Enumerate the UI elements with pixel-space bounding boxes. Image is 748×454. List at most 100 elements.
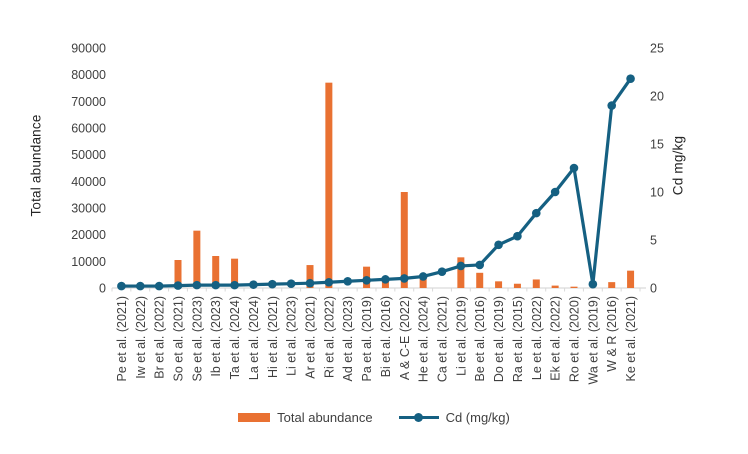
line-point-cd[interactable] — [324, 277, 334, 287]
right-axis-tick-label: 15 — [650, 138, 664, 152]
x-axis-category-label: Ke et al. (2021) — [624, 296, 638, 381]
x-axis-category-label: Ca et al. (2021) — [436, 296, 450, 382]
line-point-cd[interactable] — [362, 276, 371, 285]
line-point-cd[interactable] — [249, 280, 258, 289]
line-point-cd[interactable] — [494, 240, 503, 250]
line-point-cd[interactable] — [381, 275, 390, 284]
bar-total-abundance[interactable] — [476, 272, 484, 288]
x-axis-category-label: Li et al. (2023) — [285, 296, 299, 376]
x-axis-category-label: Li et al. (2019) — [454, 296, 468, 376]
bar-total-abundance[interactable] — [457, 257, 465, 288]
left-axis-tick-label: 90000 — [71, 42, 106, 56]
right-axis-tick-label: 0 — [650, 282, 657, 296]
line-point-cd[interactable] — [588, 279, 598, 289]
x-axis-category-label: Ro et al. (2020) — [568, 296, 582, 382]
left-axis-tick-label: 20000 — [71, 228, 106, 242]
x-axis-category-label: Ra et al. (2015) — [511, 296, 525, 382]
line-point-cd[interactable] — [230, 280, 239, 290]
line-point-cd[interactable] — [135, 281, 145, 291]
x-axis-category-label: Se et al. (2023) — [190, 296, 204, 381]
right-axis-tick-label: 10 — [650, 186, 664, 200]
right-axis-tick-label: 20 — [650, 90, 664, 104]
line-point-cd[interactable] — [173, 281, 183, 290]
line-point-cd[interactable] — [418, 272, 428, 281]
bar-total-abundance[interactable] — [174, 260, 182, 288]
x-axis-category-label: Ar et al. (2021) — [304, 296, 318, 379]
legend-line-label: Cd (mg/kg) — [445, 410, 510, 425]
x-axis-category-label: He et al. (2024) — [417, 296, 431, 382]
line-point-cd[interactable] — [531, 208, 541, 218]
bar-total-abundance[interactable] — [551, 285, 559, 288]
x-axis-category-label: W & R (2016) — [605, 296, 619, 372]
line-point-cd[interactable] — [211, 280, 221, 290]
x-axis-category-label: A & C-E (2022) — [398, 296, 412, 380]
line-point-cd[interactable] — [626, 74, 635, 84]
right-axis-tick-label: 5 — [650, 234, 657, 248]
bar-total-abundance[interactable] — [570, 286, 578, 288]
line-point-cd[interactable] — [154, 281, 164, 291]
x-axis-category-label: Pe et al. (2021) — [115, 296, 129, 381]
line-point-cd[interactable] — [399, 274, 409, 283]
line-point-cd[interactable] — [286, 279, 296, 288]
bar-total-abundance[interactable] — [381, 281, 389, 288]
bar-total-abundance[interactable] — [627, 270, 635, 288]
x-axis-category-label: Iw et al. (2022) — [134, 296, 148, 379]
bar-total-abundance[interactable] — [325, 82, 333, 289]
legend-item-cd[interactable]: Cd (mg/kg) — [398, 410, 510, 425]
line-series-swatch-icon — [398, 413, 439, 422]
chart-legend: Total abundance Cd (mg/kg) — [0, 410, 748, 425]
left-axis-tick-label: 10000 — [71, 255, 106, 269]
line-point-cd[interactable] — [475, 260, 485, 270]
left-axis-title: Total abundance — [28, 114, 44, 217]
x-axis-category-label: Ib et al. (2023) — [209, 296, 223, 377]
left-axis-tick-label: 70000 — [71, 95, 106, 109]
x-axis-category-label: Hi et al. (2021) — [266, 296, 280, 378]
line-point-cd[interactable] — [437, 267, 447, 276]
x-axis-category-label: Ad et al. (2023) — [341, 296, 355, 381]
x-axis-category-label: Ri et al. (2022) — [322, 296, 336, 378]
x-axis-category-label: Ek et al. (2022) — [549, 296, 563, 381]
line-point-cd[interactable] — [117, 281, 126, 291]
left-axis-tick-label: 0 — [99, 282, 106, 296]
legend-item-total-abundance[interactable]: Total abundance — [238, 410, 373, 425]
x-axis-category-label: Bi et al. (2016) — [379, 296, 393, 377]
x-axis-category-label: Wa et al. (2019) — [586, 296, 600, 384]
bar-total-abundance[interactable] — [608, 282, 616, 288]
line-point-cd[interactable] — [192, 280, 202, 290]
x-axis-category-label: Br et al. (2022) — [153, 296, 167, 379]
right-axis-tick-label: 25 — [650, 42, 664, 56]
x-axis-category-label: Be et al. (2016) — [473, 296, 487, 381]
bar-total-abundance[interactable] — [513, 283, 521, 288]
line-point-cd[interactable] — [267, 279, 277, 289]
legend-bar-label: Total abundance — [277, 410, 373, 425]
left-axis-tick-label: 60000 — [71, 122, 106, 136]
bar-total-abundance[interactable] — [212, 256, 220, 288]
bar-total-abundance[interactable] — [400, 192, 408, 288]
left-axis-tick-label: 30000 — [71, 202, 106, 216]
x-axis-category-label: Do et al. (2019) — [492, 296, 506, 382]
line-point-cd[interactable] — [569, 163, 579, 173]
bar-total-abundance[interactable] — [306, 265, 314, 288]
left-axis-tick-label: 40000 — [71, 175, 106, 189]
bar-series-swatch-icon — [238, 413, 271, 422]
line-point-cd[interactable] — [550, 187, 560, 197]
line-point-cd[interactable] — [305, 278, 315, 288]
x-axis-category-label: Ta et al. (2024) — [228, 296, 242, 379]
right-axis-title: Cd mg/kg — [670, 135, 686, 196]
cd-line — [119, 77, 633, 288]
line-point-cd[interactable] — [607, 101, 617, 110]
left-axis-tick-label: 50000 — [71, 148, 106, 162]
x-axis-category-label: So et al. (2021) — [172, 296, 186, 381]
x-axis-category-label: Le et al. (2022) — [530, 296, 544, 380]
x-axis-category-label: Pa et al. (2019) — [360, 296, 374, 381]
line-point-cd[interactable] — [513, 231, 522, 241]
line-point-cd[interactable] — [456, 261, 466, 271]
bar-total-abundance[interactable] — [193, 230, 201, 288]
bar-total-abundance[interactable] — [532, 279, 540, 288]
x-axis-category-label: La et al. (2024) — [247, 296, 261, 380]
bar-total-abundance[interactable] — [495, 281, 503, 288]
line-point-cd[interactable] — [343, 276, 353, 286]
bar-total-abundance[interactable] — [231, 258, 239, 288]
bar-total-abundance[interactable] — [419, 277, 427, 288]
